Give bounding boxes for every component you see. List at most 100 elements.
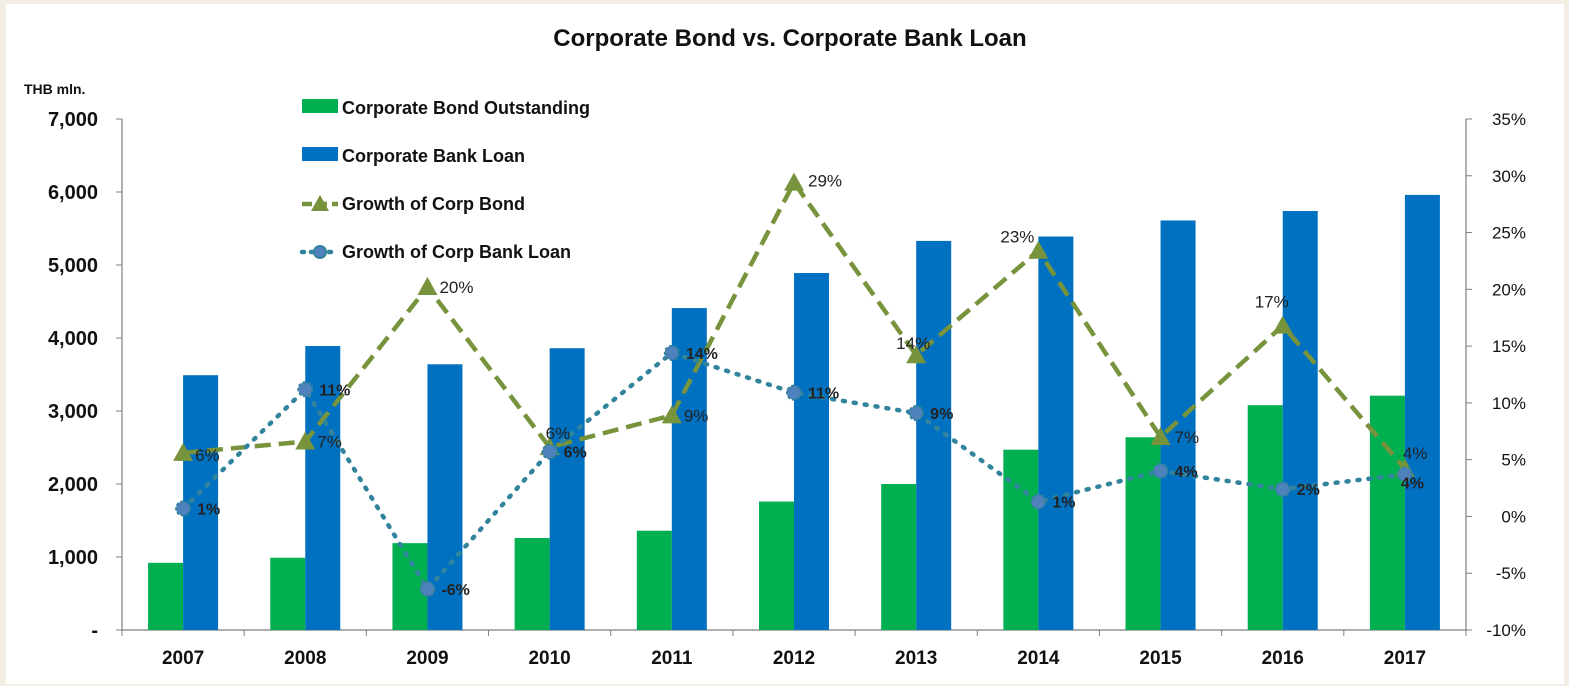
loan-growth-label: 2% xyxy=(1297,482,1320,499)
bond-growth-marker xyxy=(661,405,682,424)
loan-growth-label: 4% xyxy=(1175,464,1198,481)
bond-growth-marker xyxy=(417,277,438,296)
x-tick-label: 2008 xyxy=(284,648,326,669)
bars xyxy=(148,194,1440,631)
bond-growth-label: 17% xyxy=(1255,293,1289,312)
legend-marker xyxy=(313,245,327,259)
bond-growth-line xyxy=(182,178,1407,471)
loan-growth-label: 1% xyxy=(1052,495,1075,512)
x-tick-label: 2011 xyxy=(651,648,693,669)
loan-growth-marker xyxy=(1152,463,1169,480)
bond-growth-label: 7% xyxy=(1175,428,1200,447)
bond-growth-label: 14% xyxy=(896,334,930,353)
bond-growth-marker xyxy=(1028,240,1049,259)
bond-outstanding-bar xyxy=(881,484,917,630)
legend-entry: Corporate Bank Loan xyxy=(342,146,525,166)
y2-tick-label: -10% xyxy=(1486,621,1526,640)
x-tick-label: 2016 xyxy=(1262,648,1304,669)
bond-growth-label: 7% xyxy=(317,432,342,451)
bond-outstanding-bar xyxy=(1247,405,1283,630)
x-tick-label: 2007 xyxy=(162,648,204,669)
loan-growth-marker xyxy=(541,443,558,460)
chart-canvas: Corporate Bond vs. Corporate Bank Loan T… xyxy=(24,25,1526,669)
loan-growth-marker xyxy=(297,381,314,398)
bond-growth-marker xyxy=(295,431,316,450)
y-tick-label: 2,000 xyxy=(48,474,98,496)
y-tick-label: 3,000 xyxy=(48,401,98,423)
bond-growth-marker xyxy=(784,172,804,191)
bond-growth-label: 6% xyxy=(195,446,220,465)
x-tick-label: 2015 xyxy=(1139,648,1182,669)
loan-growth-label: 1% xyxy=(197,501,220,518)
loan-growth-label: -6% xyxy=(441,582,469,599)
y2-tick-label: 5% xyxy=(1501,451,1526,470)
y2-tick-label: 30% xyxy=(1492,167,1526,186)
bond-growth-label: 6% xyxy=(546,424,571,443)
legend-entry: Corporate Bond Outstanding xyxy=(342,98,590,118)
y-axis-unit-label: THB mln. xyxy=(24,81,85,97)
data-labels: 6% 7% 20% 6% 9% 29% 14% 23% 7% 17% 4% 1% 11% -6% 6% 14%… xyxy=(195,172,1427,600)
y-tick-label: 1,000 xyxy=(48,547,98,569)
loan-growth-marker xyxy=(175,500,192,517)
bank-loan-bar xyxy=(549,348,585,630)
loan-growth-label: 11% xyxy=(319,382,350,399)
bank-loan-bar xyxy=(1404,194,1440,631)
loan-growth-marker xyxy=(908,405,925,422)
bond-growth-marker xyxy=(173,442,194,461)
loan-growth-marker xyxy=(786,384,802,401)
bond-growth-label: 20% xyxy=(439,278,473,297)
loan-growth-marker xyxy=(1274,481,1291,498)
bond-outstanding-bar xyxy=(1003,449,1039,630)
bond-outstanding-bar xyxy=(270,557,306,630)
chart-frame: Corporate Bond vs. Corporate Bank Loan T… xyxy=(6,4,1564,684)
bond-outstanding-bar xyxy=(514,538,550,630)
y2-tick-label: 0% xyxy=(1501,507,1526,526)
legend: Corporate Bond Outstanding Corporate Bank… xyxy=(299,98,590,262)
axes: - 1,000 2,000 3,000 4,000 5,000 6,000 7,000 -10%… xyxy=(48,109,1526,669)
legend-swatch xyxy=(302,147,338,161)
y-tick-label: 4,000 xyxy=(48,328,98,350)
y2-tick-label: 35% xyxy=(1492,110,1526,129)
loan-growth-label: 14% xyxy=(686,346,718,363)
bond-growth-label: 9% xyxy=(684,406,709,425)
bond-outstanding-bar xyxy=(148,562,184,630)
bank-loan-bar xyxy=(1160,220,1196,630)
loan-growth-marker xyxy=(1396,466,1413,483)
x-tick-label: 2012 xyxy=(773,648,815,669)
legend-swatch xyxy=(302,99,338,113)
loan-growth-marker xyxy=(419,581,436,598)
legend-entry: Growth of Corp Bank Loan xyxy=(342,242,571,262)
bond-outstanding-bar xyxy=(636,530,672,630)
y2-tick-label: 25% xyxy=(1492,224,1526,243)
loan-growth-label: 6% xyxy=(564,445,587,462)
y2-tick-label: 15% xyxy=(1492,337,1526,356)
loan-growth-label: 9% xyxy=(930,406,953,423)
x-tick-label: 2013 xyxy=(895,648,937,669)
bond-growth-marker xyxy=(1150,426,1171,445)
legend-entry: Growth of Corp Bond xyxy=(342,194,525,214)
y-tick-label: 6,000 xyxy=(48,182,98,204)
bond-growth-marker xyxy=(906,345,927,364)
y-tick-label: - xyxy=(91,620,98,642)
x-tick-label: 2017 xyxy=(1384,648,1426,669)
bond-growth-label: 23% xyxy=(1000,228,1034,247)
bond-growth-label: 4% xyxy=(1403,444,1428,463)
loan-growth-label: 11% xyxy=(808,386,839,403)
bond-growth-marker xyxy=(1272,315,1293,334)
bond-growth-label: 29% xyxy=(808,172,842,191)
chart-title: Corporate Bond vs. Corporate Bank Loan xyxy=(553,25,1026,52)
y-tick-label: 5,000 xyxy=(48,255,98,277)
bank-loan-bar xyxy=(1282,210,1318,631)
y2-tick-label: 10% xyxy=(1492,394,1526,413)
bank-loan-bar xyxy=(305,346,341,630)
bank-loan-bar xyxy=(794,273,829,630)
x-tick-label: 2010 xyxy=(528,648,570,669)
y2-tick-label: -5% xyxy=(1496,564,1526,583)
legend-marker xyxy=(311,195,329,211)
loan-growth-marker xyxy=(663,344,680,361)
loan-growth-marker xyxy=(1030,493,1047,510)
growth-lines xyxy=(173,172,1415,598)
x-tick-label: 2009 xyxy=(406,648,448,669)
bank-loan-bar xyxy=(1038,236,1074,630)
bond-outstanding-bar xyxy=(759,501,794,630)
